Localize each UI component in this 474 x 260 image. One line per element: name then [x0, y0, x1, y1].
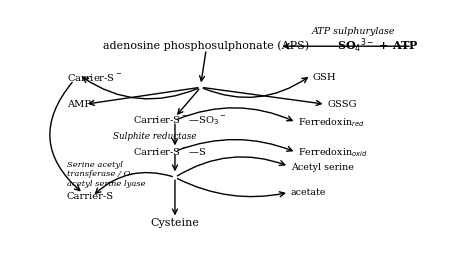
FancyArrowPatch shape	[50, 82, 80, 191]
Text: adenosine phosphosulphonate (APS): adenosine phosphosulphonate (APS)	[103, 41, 309, 51]
Text: Carrier-S: Carrier-S	[66, 192, 114, 201]
Text: GSH: GSH	[313, 73, 337, 82]
Text: SO$_4$$^{3-}$ + ATP: SO$_4$$^{3-}$ + ATP	[337, 37, 419, 55]
Text: Carrier-S$^-$—S: Carrier-S$^-$—S	[133, 146, 206, 157]
Text: Cysteine: Cysteine	[151, 218, 200, 228]
Text: acetate: acetate	[291, 188, 326, 197]
Text: Carrier-S$^-$: Carrier-S$^-$	[66, 72, 122, 83]
Text: Ferredoxin$_{oxid}$: Ferredoxin$_{oxid}$	[298, 146, 367, 159]
Text: AMP: AMP	[66, 100, 91, 109]
Text: Sulphite reductase: Sulphite reductase	[112, 132, 196, 141]
Text: ATP sulphurylase: ATP sulphurylase	[311, 27, 395, 36]
Text: Carrier-S$^-$—SO$_3$$^-$: Carrier-S$^-$—SO$_3$$^-$	[133, 114, 227, 127]
Text: GSSG: GSSG	[328, 100, 357, 109]
Text: Ferredoxin$_{red}$: Ferredoxin$_{red}$	[298, 116, 365, 128]
Text: Serine acetyl
transferase / O-
acetyl serine lyase: Serine acetyl transferase / O- acetyl se…	[66, 161, 145, 187]
Text: Acetyl serine: Acetyl serine	[291, 163, 354, 172]
